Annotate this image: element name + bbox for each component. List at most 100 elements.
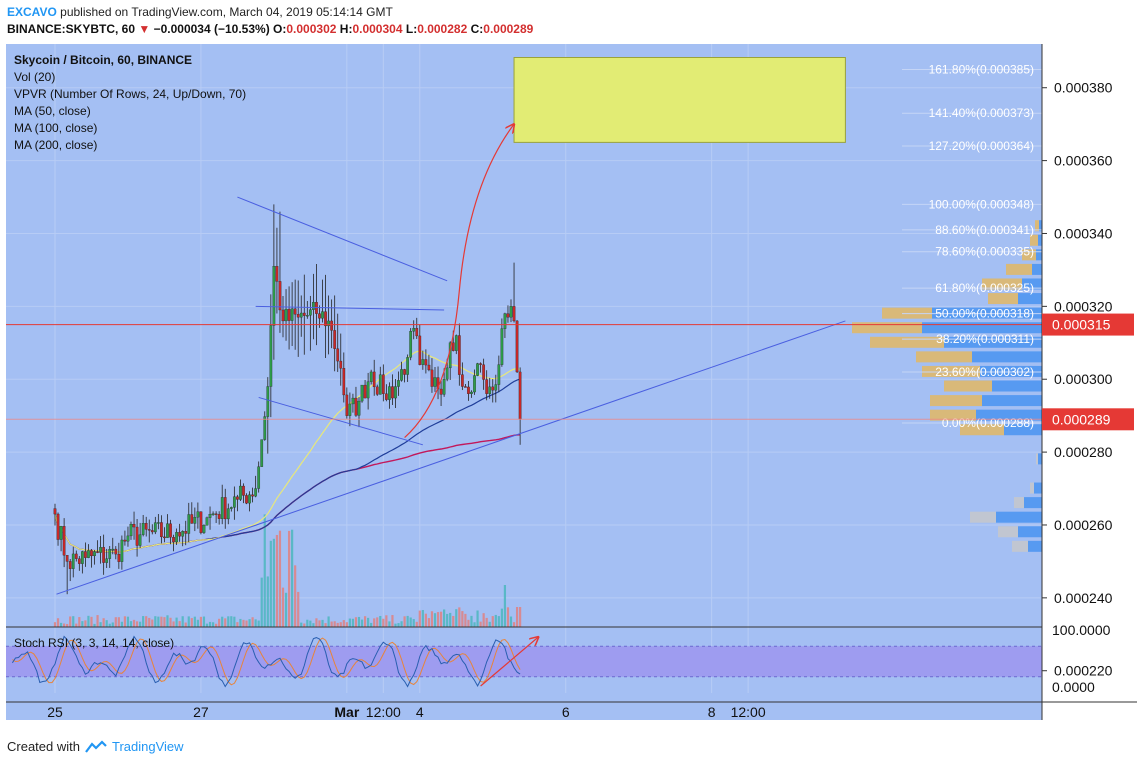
candle-body xyxy=(330,320,333,331)
candle-body xyxy=(439,388,443,395)
volume-bar xyxy=(99,622,102,627)
price-chart[interactable]: 161.80%(0.000385) 141.40%(0.000373) 127.20… xyxy=(0,0,1137,720)
volume-bar xyxy=(363,616,367,627)
candle-body xyxy=(491,386,495,391)
volume-bar xyxy=(360,619,364,627)
candle-body xyxy=(251,494,254,497)
vpvr-row-up xyxy=(1018,526,1042,538)
volume-bar xyxy=(376,617,379,627)
candle-body xyxy=(348,403,352,416)
volume-bar xyxy=(126,616,130,627)
author-link[interactable]: EXCAVO xyxy=(7,5,57,19)
candle-body xyxy=(321,311,324,319)
volume-bar xyxy=(464,613,467,627)
candle-body xyxy=(147,529,151,531)
volume-bar xyxy=(59,622,63,627)
volume-bar xyxy=(199,616,203,627)
candle-body xyxy=(403,369,406,375)
candle-body xyxy=(84,551,87,558)
legend: Skycoin / Bitcoin, 60, BINANCE Vol (20) VP… xyxy=(14,53,246,152)
fib-label: 61.80%(0.000325) xyxy=(935,281,1034,295)
candle-body xyxy=(138,534,142,546)
volume-bar xyxy=(53,622,57,627)
vpvr-row-up xyxy=(1036,249,1042,261)
candle-body xyxy=(141,523,145,535)
candle-body xyxy=(220,497,224,519)
volume-bar xyxy=(96,615,99,627)
candle-body xyxy=(199,511,203,533)
volume-bar xyxy=(69,616,72,627)
candle-body xyxy=(242,485,245,496)
volume-bar xyxy=(439,611,443,627)
candle-body xyxy=(293,308,297,315)
candle-body xyxy=(473,375,476,393)
candle-body xyxy=(375,386,379,395)
candle-body xyxy=(229,507,233,509)
vpvr-row-down xyxy=(988,293,1018,305)
vpvr-row-down xyxy=(870,336,944,348)
volume-bars xyxy=(53,514,522,627)
volume-bar xyxy=(208,621,212,627)
volume-bar xyxy=(327,616,330,627)
candle-body xyxy=(126,535,130,542)
candle-body xyxy=(385,393,388,400)
vpvr-row-up xyxy=(992,380,1042,392)
candle-body xyxy=(488,386,492,394)
volume-bar xyxy=(403,616,406,627)
volume-bar xyxy=(473,622,476,627)
volume-bar xyxy=(78,617,81,627)
candle-body xyxy=(339,360,343,369)
volume-bar xyxy=(391,615,394,627)
candle-body xyxy=(184,531,188,534)
candle-body xyxy=(178,532,181,537)
candle-body xyxy=(187,514,191,534)
volume-bar xyxy=(424,613,427,627)
volume-bar xyxy=(370,622,373,627)
volume-bar xyxy=(272,538,275,627)
footer: Created with TradingView xyxy=(7,739,184,754)
volume-bar xyxy=(157,616,160,627)
x-tick-label: 12:00 xyxy=(731,704,766,720)
price-label-box xyxy=(1042,408,1134,431)
stoch-tick-label: 0.0000 xyxy=(1052,679,1095,695)
candle-body xyxy=(494,384,498,391)
x-tick-label: 4 xyxy=(416,704,424,720)
created-with-text: Created with xyxy=(7,739,80,754)
candle-body xyxy=(120,539,124,562)
candle-body xyxy=(56,513,60,540)
candle-body xyxy=(366,381,370,399)
y-tick-label: 0.000240 xyxy=(1054,590,1113,606)
volume-bar xyxy=(269,540,272,627)
candle-body xyxy=(518,371,522,420)
volume-bar xyxy=(160,616,163,627)
publish-header: EXCAVO published on TradingView.com, Mar… xyxy=(7,5,393,19)
volume-bar xyxy=(400,621,403,627)
candle-body xyxy=(415,328,419,337)
volume-bar xyxy=(418,610,421,627)
tradingview-logo-icon xyxy=(85,739,107,753)
volume-bar xyxy=(503,585,507,627)
candle-body xyxy=(53,508,57,515)
tradingview-brand[interactable]: TradingView xyxy=(111,739,184,754)
stoch-rsi-pane: Stoch RSI (3, 3, 14, 14, close) xyxy=(6,626,1042,688)
candle-body xyxy=(166,523,169,538)
volume-bar xyxy=(166,615,169,627)
candle-body xyxy=(263,416,267,440)
candle-body xyxy=(324,311,327,327)
volume-bar xyxy=(430,611,434,627)
volume-bar xyxy=(330,621,333,627)
candle-body xyxy=(451,342,455,351)
price-label-text: 0.000315 xyxy=(1052,317,1111,333)
y-tick-label: 0.000220 xyxy=(1054,663,1113,679)
candle-body xyxy=(512,306,516,322)
candle-body xyxy=(175,532,178,543)
candle-body xyxy=(470,391,473,394)
fib-label: 100.00%(0.000348) xyxy=(929,197,1034,211)
candle-body xyxy=(333,330,337,349)
vpvr-row-up xyxy=(1038,234,1042,246)
volume-bar xyxy=(497,616,500,627)
volume-bar xyxy=(500,608,503,627)
legend-item: Skycoin / Bitcoin, 60, BINANCE xyxy=(14,53,192,67)
candle-body xyxy=(363,384,367,399)
volume-bar xyxy=(339,622,342,627)
